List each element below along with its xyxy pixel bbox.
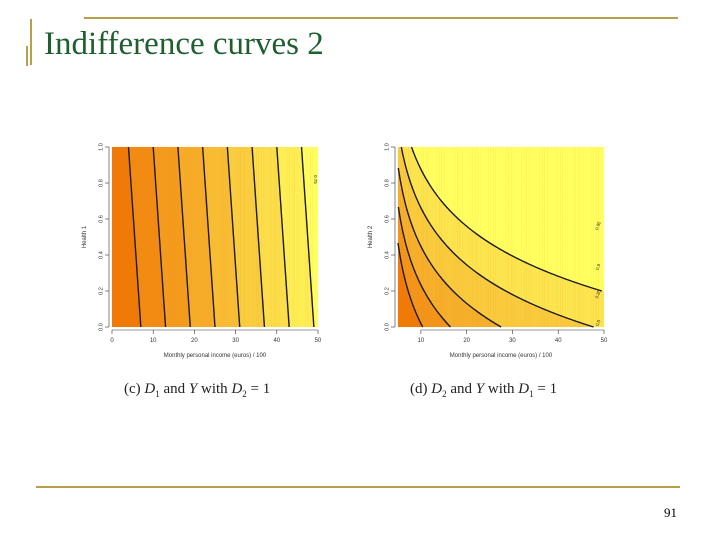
- y-tick-label-d-4: 0.8: [384, 179, 390, 187]
- bottom-rule: [36, 486, 680, 488]
- y-axis-title-d: Health 2: [368, 225, 374, 248]
- contour-line-c-4: [226, 146, 241, 328]
- contour-label-d-2: 0.9: [595, 263, 602, 271]
- y-tick-label-d-3: 0.6: [384, 215, 390, 223]
- y-tick-label-d-2: 0.4: [384, 251, 390, 259]
- x-axis-title-d: Monthly personal income (euros) / 100: [450, 353, 553, 359]
- x-tick-label-c-2: 20: [191, 338, 198, 344]
- caption-c-prefix: (c): [124, 381, 141, 397]
- contour-line-c-5: [251, 146, 266, 328]
- contour-label-d-0: 0.8: [595, 319, 602, 327]
- contour-line-c-3: [201, 146, 216, 328]
- y-tick-label-c-5: 1.0: [98, 143, 104, 151]
- contour-label-c-0: 0.75: [313, 175, 318, 184]
- y-tick-label-d-5: 1.0: [384, 143, 390, 151]
- page-number: 91: [664, 505, 677, 520]
- contour-label-d-3: 0.95: [594, 220, 602, 230]
- plot-d-contours: [397, 146, 603, 328]
- x-tick-label-c-5: 50: [315, 338, 322, 344]
- title-accent-bar: [30, 19, 32, 65]
- x-tick-label-d-2: 30: [509, 338, 516, 344]
- y-tick-label-d-0: 0.0: [384, 323, 390, 331]
- plot-c-contours: [127, 146, 315, 328]
- contour-line-d-2: [397, 167, 502, 328]
- contour-line-d-0: [397, 242, 424, 328]
- x-axis-title-c: Monthly personal income (euros) / 100: [164, 353, 267, 359]
- caption-d: (d) D2 and Y with D1 = 1: [410, 381, 557, 399]
- plot-c-axes: 0 10 20 30 40 50 0.0 0.2 0.4 0.6 0.8 1.0 Monthly per…: [82, 143, 322, 359]
- contour-line-d-4: [410, 146, 603, 292]
- contour-line-c-1: [152, 146, 167, 328]
- x-tick-label-d-1: 20: [463, 338, 470, 344]
- x-tick-label-c-4: 40: [273, 338, 280, 344]
- plot-c: 0.75 0 10 20 30 40 50 0.0 0.2 0.4 0.6 0.8 1.0 Monthly…: [82, 143, 322, 359]
- y-tick-label-c-3: 0.6: [98, 215, 104, 223]
- contour-line-c-7: [300, 146, 315, 328]
- top-rule: [84, 17, 678, 19]
- plot-d-axes: 10 20 30 40 50 0.0 0.2 0.4 0.6 0.8 1.0 Monthly pers…: [368, 143, 608, 359]
- y-tick-label-c-4: 0.8: [98, 179, 104, 187]
- contour-line-d-1: [397, 206, 451, 328]
- caption-d-prefix: (d): [410, 381, 428, 397]
- contour-line-c-0: [127, 146, 142, 328]
- title-accent-bar-inner: [26, 46, 28, 66]
- page-title: Indifference curves 2: [44, 26, 324, 62]
- x-tick-label-c-1: 10: [150, 338, 157, 344]
- plot-d-area: 0.8 0.85 0.9 0.95: [397, 146, 605, 328]
- x-tick-label-d-0: 10: [418, 338, 425, 344]
- contour-line-c-2: [177, 146, 191, 328]
- caption-c-math: D1 and Y with D2 = 1: [144, 381, 271, 399]
- x-tick-label-d-3: 40: [555, 338, 562, 344]
- caption-c: (c) D1 and Y with D2 = 1: [124, 381, 270, 399]
- contour-line-d-3: [400, 146, 594, 328]
- y-tick-label-c-0: 0.0: [98, 323, 104, 331]
- y-axis-title-c: Health 1: [82, 225, 88, 248]
- x-tick-label-c-3: 30: [232, 338, 239, 344]
- y-tick-label-c-2: 0.4: [98, 251, 104, 259]
- y-tick-label-c-1: 0.2: [98, 287, 104, 295]
- caption-d-math: D2 and Y with D1 = 1: [431, 381, 558, 399]
- x-tick-label-c-0: 0: [110, 338, 114, 344]
- plot-c-area: 0.75: [111, 146, 319, 328]
- x-tick-label-d-4: 50: [601, 338, 608, 344]
- contour-line-c-6: [276, 146, 290, 328]
- y-tick-label-d-1: 0.2: [384, 287, 390, 295]
- plot-d-cells: [397, 146, 605, 328]
- contour-label-d-1: 0.85: [594, 289, 602, 299]
